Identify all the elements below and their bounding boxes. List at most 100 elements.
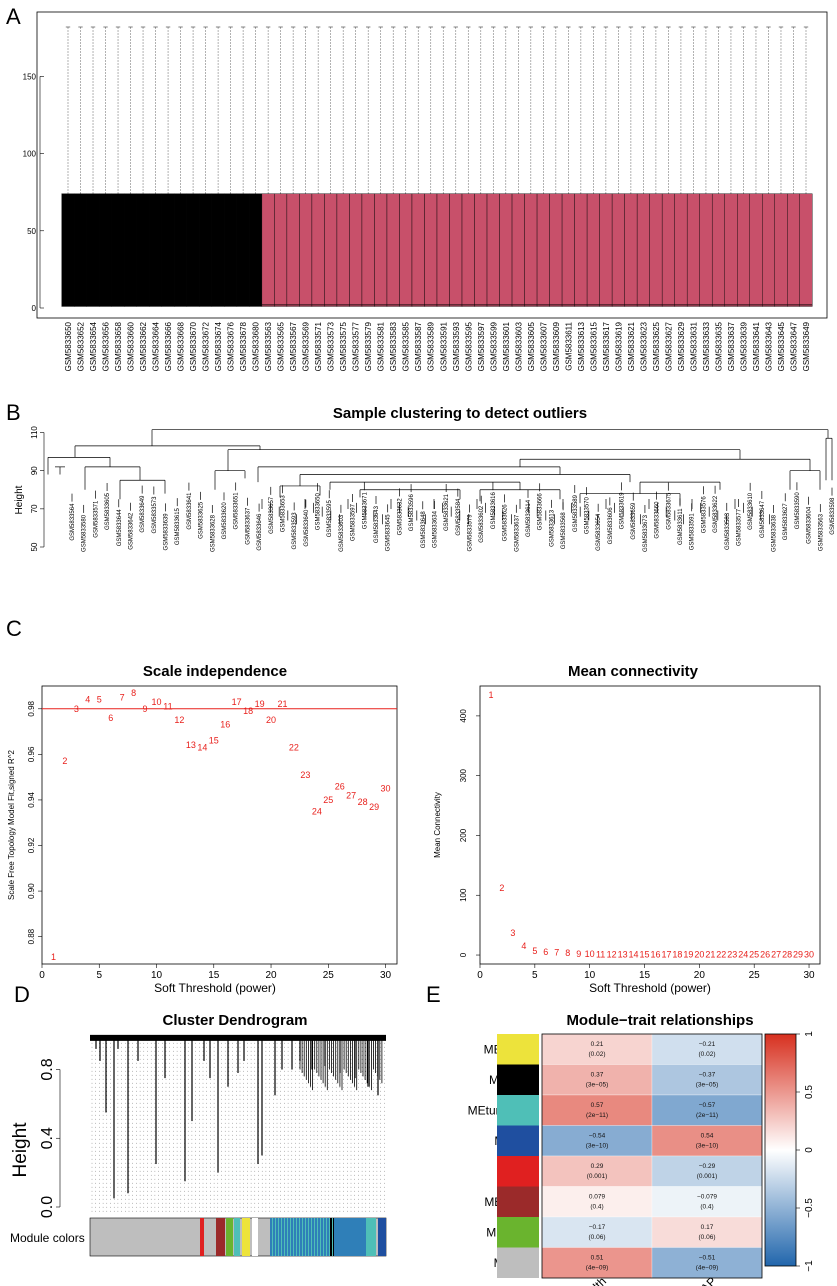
leaf-label: GSM5833589 xyxy=(573,494,579,532)
box xyxy=(536,193,550,307)
leaf-label: GSM5833654 xyxy=(596,513,602,551)
sample-label: GSM5833593 xyxy=(452,321,461,371)
leaf-label: GSM5833606 xyxy=(608,507,614,545)
box xyxy=(249,193,263,307)
y-tick-label: 0.92 xyxy=(27,837,36,853)
leaf-label: GSM5833637 xyxy=(245,507,251,545)
panel-label-c: C xyxy=(6,616,22,641)
sample-label: GSM5833629 xyxy=(677,321,686,371)
panel-d-ylabel: Height xyxy=(10,1122,31,1178)
y-tick-label: 200 xyxy=(459,828,468,842)
leaf-label: GSM5833610 xyxy=(748,492,754,530)
box xyxy=(636,193,650,307)
cell-correlation: 0.57 xyxy=(591,1102,604,1109)
module-segment xyxy=(334,1218,370,1256)
power-point: 25 xyxy=(749,949,759,959)
module-segment xyxy=(272,1218,273,1256)
panel-c2-title: Mean connectivity xyxy=(568,663,699,680)
box xyxy=(449,193,463,307)
module-segment xyxy=(284,1218,285,1256)
power-point: 15 xyxy=(640,949,650,959)
panel-c1-ylabel: Scale Free Topology Model Fit,signed R^2 xyxy=(7,749,16,899)
power-point: 6 xyxy=(543,947,548,957)
leaf-label: GSM5833580 xyxy=(82,514,88,552)
leaf-label: GSM5833583 xyxy=(725,512,731,550)
leaf-label: GSM5833619 xyxy=(620,492,626,530)
leaf-label: GSM5833639 xyxy=(164,513,170,551)
sample-label: GSM5833627 xyxy=(664,321,673,371)
power-point: 24 xyxy=(312,806,322,816)
power-point: 5 xyxy=(97,695,102,705)
power-point: 19 xyxy=(255,699,265,709)
leaf-label: GSM5833644 xyxy=(117,509,123,547)
leaf-label: GSM5833611 xyxy=(678,508,684,545)
box xyxy=(774,193,788,307)
power-point: 21 xyxy=(705,949,715,959)
cell-correlation: −0.29 xyxy=(699,1163,716,1170)
cell-pvalue: (4e−09) xyxy=(586,1265,609,1272)
sample-label: GSM5833565 xyxy=(277,321,286,371)
box xyxy=(124,193,137,307)
leaf-label: GSM5833657 xyxy=(269,496,275,534)
leaf-label: GSM5833638 xyxy=(772,514,778,552)
sample-label: GSM5833615 xyxy=(589,321,598,371)
legend-tick-label: −0.5 xyxy=(804,1198,815,1218)
panel-c1-frame xyxy=(41,685,398,965)
top-branch xyxy=(90,1034,386,1041)
sample-label: GSM5833591 xyxy=(439,321,448,371)
panel-d-module-color-bar xyxy=(89,1217,387,1257)
power-point: 1 xyxy=(488,690,493,700)
cell-pvalue: (3e−05) xyxy=(696,1082,719,1089)
leaf-label: GSM5833613 xyxy=(549,509,555,547)
y-tick-label: 300 xyxy=(459,768,468,782)
power-point: 25 xyxy=(323,795,333,805)
cell-correlation: 0.21 xyxy=(591,1041,604,1048)
y-tick-label: 50 xyxy=(30,542,39,551)
module-swatch xyxy=(497,1125,539,1156)
box xyxy=(787,193,800,307)
sample-label: GSM5833571 xyxy=(314,321,323,371)
cell-pvalue: (3e−05) xyxy=(586,1082,609,1089)
panel-d-y-axis: 0.0 0.4 0.8 xyxy=(39,1058,61,1218)
panel-e-module-trait-heatmap: Module−trait relationships MEyellow0.21(… xyxy=(468,1012,815,1286)
sample-label: GSM5833585 xyxy=(402,321,411,371)
power-point: 23 xyxy=(727,949,737,959)
leaf-label: GSM5833584 xyxy=(456,498,462,536)
module-segment xyxy=(326,1218,327,1256)
power-point: 14 xyxy=(629,949,639,959)
sample-label: GSM5833654 xyxy=(89,321,98,371)
power-point: 12 xyxy=(607,949,617,959)
leaf-label: GSM5833571 xyxy=(93,500,99,538)
module-segment xyxy=(275,1218,276,1256)
panel-b-y-axis: 50 70 90 110 xyxy=(30,426,45,551)
y-tick-label: 0 xyxy=(32,304,37,313)
leaf-label: GSM5833605 xyxy=(105,492,111,530)
box xyxy=(674,193,688,307)
box xyxy=(224,193,238,307)
cell-correlation: −0.079 xyxy=(697,1194,717,1201)
leaf-label: GSM5833568 xyxy=(561,512,567,550)
panel-e-title: Module−trait relationships xyxy=(566,1012,753,1029)
panel-d-title: Cluster Dendrogram xyxy=(162,1012,307,1029)
leaf-label: GSM5833577 xyxy=(736,508,742,546)
leaf-label: GSM5833602 xyxy=(479,505,485,543)
sample-label: GSM5833647 xyxy=(789,321,798,371)
sample-label: GSM5833670 xyxy=(189,321,198,371)
module-swatch xyxy=(497,1247,539,1278)
box xyxy=(61,193,75,307)
box xyxy=(549,193,563,307)
panel-b-ylabel: Height xyxy=(14,485,25,514)
box xyxy=(749,193,763,307)
cell-correlation: −0.54 xyxy=(589,1133,606,1140)
leaf-label: GSM5833603 xyxy=(339,514,345,552)
sample-label: GSM5833664 xyxy=(152,321,161,371)
x-tick-label: 25 xyxy=(323,970,335,981)
sample-label: GSM5833567 xyxy=(289,321,298,371)
panel-d-module-colors-label: Module colors xyxy=(10,1231,85,1245)
box xyxy=(324,193,338,307)
heatmap-cell xyxy=(651,1155,763,1187)
power-point: 2 xyxy=(62,756,67,766)
sample-label: GSM5833601 xyxy=(502,321,511,371)
